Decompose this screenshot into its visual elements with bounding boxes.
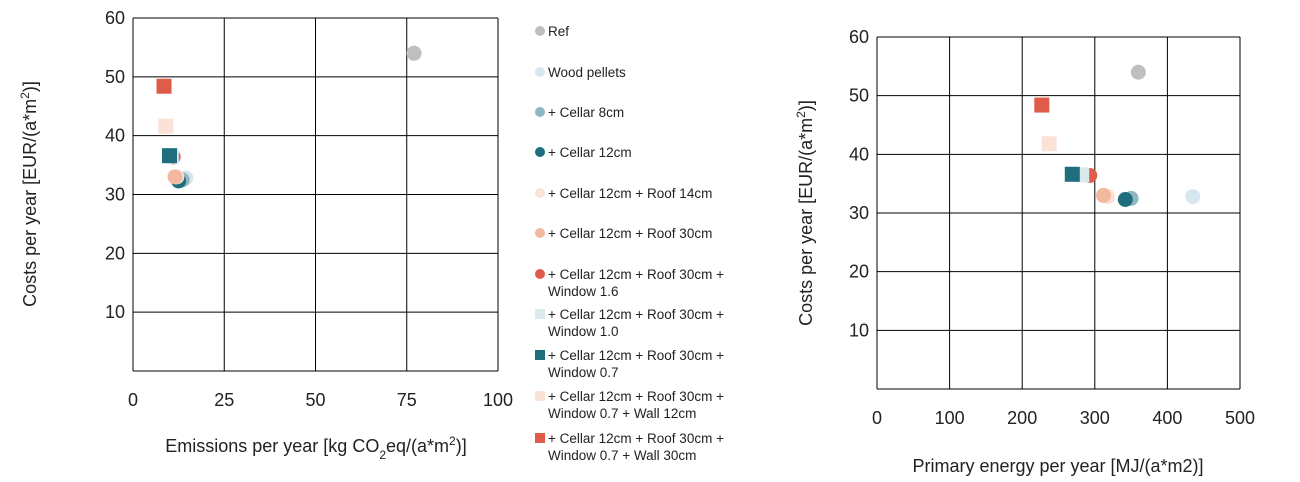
x-tick-label: 200 [1007,408,1037,428]
legend-item: + Cellar 12cm + Roof 30cm [535,226,712,241]
legend-label: + Cellar 12cm + Roof 30cm + [548,267,724,282]
legend-label: Window 0.7 + Wall 12cm [548,406,696,421]
data-point [1130,64,1146,80]
legend-label: + Cellar 12cm + Roof 30cm + [548,348,724,363]
legend-item: + Cellar 12cm + Roof 30cm + Window 0.7 + … [535,431,724,463]
legend-marker [535,269,545,279]
y-tick-label: 40 [849,144,869,164]
x-tick-label: 25 [214,390,234,410]
y-tick-label: 10 [849,320,869,340]
data-point [156,78,172,94]
y-tick-label: 60 [849,27,869,47]
data-point [162,148,177,164]
legend-label: Window 1.6 [548,284,619,299]
data-point [1041,136,1057,152]
x-tick-label: 100 [935,408,965,428]
y-axis-title: Costs per year [EUR/(a*m2)] [794,100,816,326]
legend-label: + Cellar 12cm + Roof 30cm [548,226,712,241]
data-point [1117,192,1133,208]
legend-marker [535,147,545,157]
legend-label: + Cellar 12cm [548,145,632,160]
data-point [1185,189,1201,205]
legend-marker [535,26,545,36]
legend-label: Window 1.0 [548,324,619,339]
data-point [406,45,422,61]
data-point [167,169,183,185]
legend-label: + Cellar 12cm + Roof 30cm + [548,431,724,446]
legend-marker [535,391,545,401]
legend-item: + Cellar 12cm + Roof 30cm + Window 0.7 + … [535,389,724,421]
data-point [1034,97,1050,113]
data-point [1064,166,1080,182]
y-tick-label: 50 [849,86,869,106]
x-axis-title: Primary energy per year [MJ/(a*m2)] [912,456,1203,476]
y-axis-title: Costs per year [EUR/(a*m2)] [18,81,40,307]
y-tick-label: 50 [105,67,125,87]
legend-item: Ref [535,24,569,39]
x-tick-label: 50 [305,390,325,410]
legend-marker [535,228,545,238]
x-tick-label: 500 [1225,408,1255,428]
legend-item: + Cellar 12cm + Roof 14cm [535,186,712,201]
y-tick-label: 60 [105,8,125,28]
y-tick-label: 20 [105,243,125,263]
chart-left: 0 25 50 75 100 10 20 30 40 50 60 Emissions per year… [18,8,513,462]
legend-marker [535,107,545,117]
legend-label: + Cellar 12cm + Roof 30cm + [548,389,724,404]
legend-marker [535,309,545,319]
legend-marker [535,67,545,77]
legend-marker [535,433,545,443]
legend-item: + Cellar 12cm + Roof 30cm + Window 1.0 [535,307,724,339]
x-tick-label: 0 [128,390,138,410]
legend-marker [535,188,545,198]
x-tick-label: 100 [483,390,513,410]
y-tick-label: 10 [105,302,125,322]
x-axis-title: Emissions per year [kg CO2eq/(a*m2)] [165,434,466,462]
legend-label: Window 0.7 + Wall 30cm [548,448,696,463]
y-tick-label: 20 [849,262,869,282]
y-tick-label: 30 [849,203,869,223]
legend: Ref Wood pellets + Cellar 8cm + Cellar 12cm… [535,24,724,463]
legend-item: + Cellar 12cm + Roof 30cm + Window 1.6 [535,267,724,299]
x-tick-label: 400 [1152,408,1182,428]
legend-label: Window 0.7 [548,365,619,380]
legend-item: + Cellar 12cm + Roof 30cm + Window 0.7 [535,348,724,380]
legend-label: + Cellar 8cm [548,105,624,120]
legend-label: Ref [548,24,569,39]
legend-item: + Cellar 8cm [535,105,624,120]
data-point [158,118,174,134]
legend-label: Wood pellets [548,65,626,80]
x-tick-label: 75 [397,390,417,410]
legend-label: + Cellar 12cm + Roof 14cm [548,186,712,201]
x-tick-label: 300 [1080,408,1110,428]
x-tick-label: 0 [872,408,882,428]
y-tick-label: 30 [105,185,125,205]
legend-item: + Cellar 12cm [535,145,632,160]
y-tick-label: 40 [105,126,125,146]
legend-label: + Cellar 12cm + Roof 30cm + [548,307,724,322]
legend-item: Wood pellets [535,65,626,80]
chart-right: 0 100 200 300 400 500 10 20 30 40 50 60 Primary ener… [794,27,1255,476]
legend-marker [535,350,545,360]
data-point [1096,187,1112,203]
